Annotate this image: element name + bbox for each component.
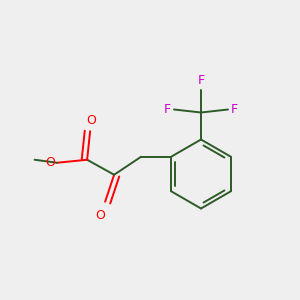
Text: O: O bbox=[46, 156, 56, 169]
Text: O: O bbox=[96, 209, 106, 222]
Text: F: F bbox=[197, 74, 205, 87]
Text: O: O bbox=[87, 114, 97, 127]
Text: F: F bbox=[231, 103, 238, 116]
Text: F: F bbox=[164, 103, 171, 116]
